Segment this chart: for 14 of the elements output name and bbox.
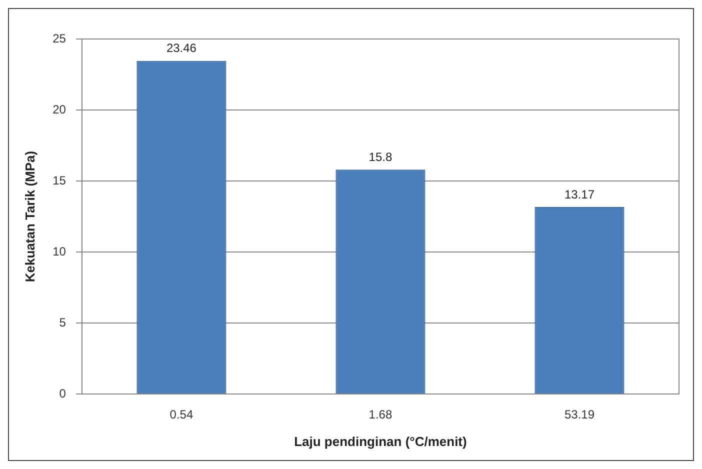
y-axis-title: Kekuatan Tarik (MPa)	[22, 150, 38, 282]
y-tick-label: 5	[59, 315, 66, 330]
data-label: 15.8	[368, 150, 392, 164]
x-tick-label: 53.19	[564, 408, 595, 422]
y-tick-label: 25	[52, 31, 66, 46]
x-tick-label: 0.54	[170, 408, 194, 422]
y-tick-label: 0	[59, 386, 66, 400]
data-label: 23.46	[166, 41, 197, 56]
y-tick-label: 10	[52, 244, 66, 258]
x-tick-label: 1.68	[368, 408, 392, 422]
y-tick-label: 20	[52, 102, 66, 116]
x-axis-title: Laju pendinginan (°C/menit)	[294, 434, 467, 449]
y-tick-label: 15	[52, 173, 66, 188]
data-label: 13.17	[564, 187, 595, 202]
